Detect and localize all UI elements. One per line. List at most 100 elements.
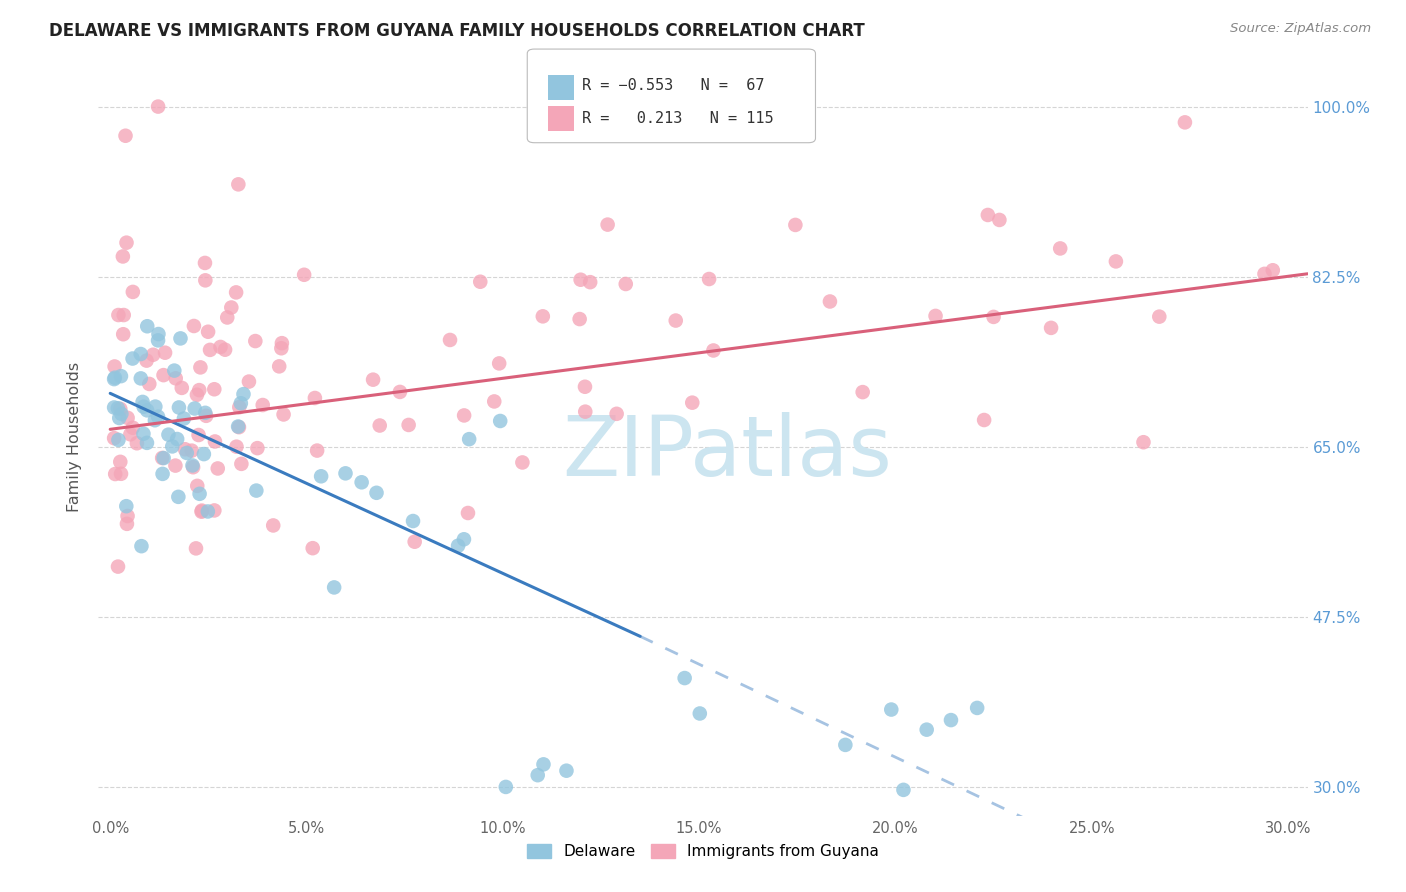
Point bbox=[117, 410, 139, 425]
Point bbox=[245, 483, 267, 498]
Point bbox=[1105, 254, 1128, 268]
Point bbox=[184, 541, 207, 556]
Point bbox=[194, 273, 217, 287]
Point bbox=[228, 420, 250, 434]
Point bbox=[103, 401, 125, 415]
Point bbox=[138, 376, 160, 391]
Point bbox=[681, 395, 703, 409]
Point bbox=[181, 460, 204, 475]
Point bbox=[190, 360, 212, 375]
Point bbox=[307, 443, 329, 458]
Point bbox=[173, 411, 195, 425]
Point bbox=[152, 368, 174, 383]
Point bbox=[785, 218, 807, 232]
Point bbox=[125, 436, 148, 450]
Point bbox=[665, 313, 688, 327]
Point bbox=[977, 208, 1000, 222]
Point bbox=[131, 395, 153, 409]
Point bbox=[114, 128, 136, 143]
Point bbox=[146, 99, 169, 113]
Point bbox=[107, 559, 129, 574]
Point bbox=[225, 285, 247, 300]
Point bbox=[569, 273, 592, 287]
Point bbox=[187, 428, 209, 442]
Point bbox=[107, 433, 129, 447]
Point bbox=[226, 419, 249, 434]
Point bbox=[1253, 267, 1275, 281]
Point bbox=[197, 325, 219, 339]
Point bbox=[190, 505, 212, 519]
Point bbox=[1174, 115, 1197, 129]
Point bbox=[533, 757, 555, 772]
Point bbox=[939, 713, 962, 727]
Point bbox=[214, 343, 236, 357]
Point bbox=[121, 421, 143, 435]
Point bbox=[186, 479, 208, 493]
Point bbox=[183, 401, 205, 416]
Point bbox=[202, 503, 225, 517]
Point bbox=[186, 388, 208, 402]
Point bbox=[221, 301, 243, 315]
Point bbox=[512, 455, 534, 469]
Point bbox=[115, 516, 138, 531]
Point bbox=[169, 331, 191, 345]
Point bbox=[167, 490, 190, 504]
Point bbox=[162, 439, 184, 453]
Point bbox=[292, 268, 315, 282]
Point bbox=[973, 413, 995, 427]
Point bbox=[1132, 435, 1154, 450]
Point bbox=[228, 400, 250, 414]
Point bbox=[143, 413, 166, 427]
Y-axis label: Family Households: Family Households bbox=[67, 362, 83, 512]
Point bbox=[488, 356, 510, 370]
Point bbox=[673, 671, 696, 685]
Point bbox=[361, 373, 384, 387]
Point bbox=[188, 383, 211, 397]
Point bbox=[245, 334, 267, 348]
Point bbox=[596, 218, 619, 232]
Point bbox=[246, 441, 269, 455]
Point bbox=[103, 431, 125, 445]
Point bbox=[270, 341, 292, 355]
Point bbox=[207, 461, 229, 475]
Point bbox=[366, 485, 388, 500]
Point bbox=[197, 504, 219, 518]
Point bbox=[202, 382, 225, 396]
Point bbox=[117, 508, 139, 523]
Point bbox=[568, 312, 591, 326]
Point bbox=[181, 458, 204, 473]
Point bbox=[157, 427, 180, 442]
Point bbox=[217, 310, 239, 325]
Text: R = −0.553   N =  67: R = −0.553 N = 67 bbox=[582, 78, 765, 93]
Point bbox=[150, 450, 173, 465]
Point bbox=[1040, 321, 1063, 335]
Point bbox=[574, 380, 596, 394]
Point bbox=[193, 447, 215, 461]
Point bbox=[135, 353, 157, 368]
Point bbox=[458, 432, 481, 446]
Point bbox=[447, 539, 470, 553]
Point bbox=[183, 318, 205, 333]
Point bbox=[988, 213, 1011, 227]
Point bbox=[104, 359, 127, 374]
Text: DELAWARE VS IMMIGRANTS FROM GUYANA FAMILY HOUSEHOLDS CORRELATION CHART: DELAWARE VS IMMIGRANTS FROM GUYANA FAMIL… bbox=[49, 22, 865, 40]
Point bbox=[129, 371, 152, 385]
Point bbox=[198, 343, 221, 357]
Point bbox=[470, 275, 492, 289]
Point bbox=[194, 256, 217, 270]
Point bbox=[174, 442, 197, 457]
Text: R =   0.213   N = 115: R = 0.213 N = 115 bbox=[582, 112, 773, 126]
Point bbox=[531, 310, 554, 324]
Point bbox=[335, 467, 357, 481]
Point bbox=[229, 396, 252, 410]
Point bbox=[120, 427, 142, 442]
Point bbox=[115, 235, 138, 250]
Point bbox=[152, 451, 174, 466]
Point bbox=[818, 294, 841, 309]
Point bbox=[1261, 263, 1284, 277]
Point bbox=[110, 407, 132, 421]
Point bbox=[163, 363, 186, 377]
Point bbox=[111, 250, 134, 264]
Point bbox=[834, 738, 856, 752]
Point bbox=[697, 272, 720, 286]
